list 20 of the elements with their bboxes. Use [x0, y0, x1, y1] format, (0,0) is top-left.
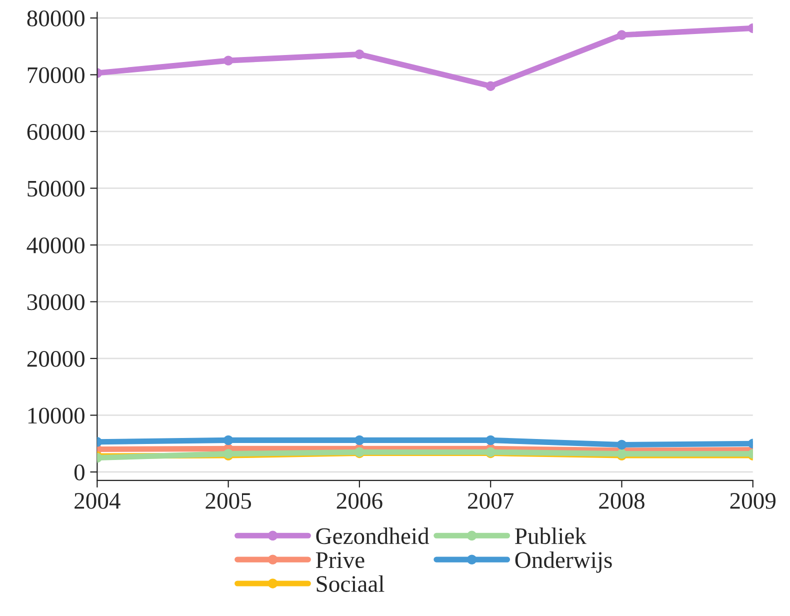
x-tick-label: 2005 [206, 492, 251, 509]
x-tick-label: 2006 [336, 492, 382, 509]
legend-label: Onderwijs [515, 551, 612, 573]
y-tick-label: 10000 [28, 408, 84, 424]
legend-label: Prive [316, 552, 364, 568]
x-tick-label: 2008 [599, 492, 644, 509]
y-tick-label: 30000 [27, 294, 84, 310]
x-tick-label: 2009 [730, 492, 776, 509]
y-tick-label: 80000 [27, 10, 84, 26]
legend-label: Gezondheid [316, 528, 430, 544]
y-tick-label: 50000 [28, 180, 84, 197]
y-tick-label: 70000 [28, 67, 84, 84]
y-tick-label: 0 [74, 464, 84, 480]
x-tick-label: 2007 [468, 492, 514, 509]
y-tick-label: 40000 [26, 237, 84, 254]
x-tick-label: 2004 [74, 492, 120, 509]
legend-label: Publiek [515, 528, 586, 544]
legend-label: Sociaal [316, 575, 384, 592]
y-tick-label: 60000 [27, 124, 84, 140]
y-tick-label: 20000 [27, 350, 84, 367]
